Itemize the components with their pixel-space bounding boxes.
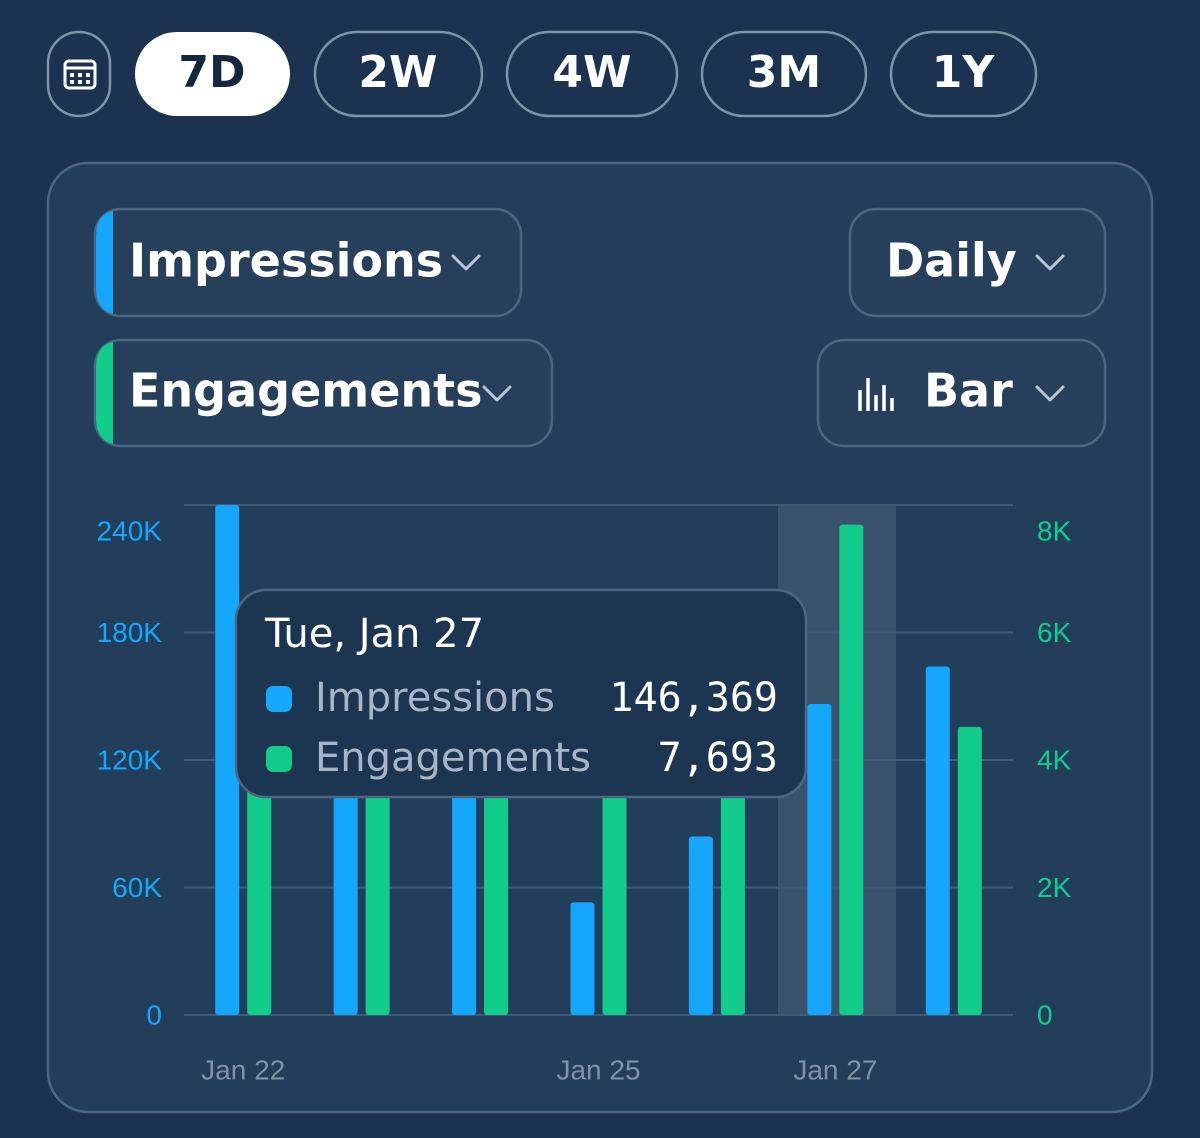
tooltip-value: 7,693 xyxy=(658,735,778,781)
x-tick-label: Jan 27 xyxy=(793,1054,877,1085)
tooltip-bg xyxy=(234,588,808,799)
tab-bg xyxy=(313,30,484,118)
y-tick-label: 180K xyxy=(97,617,163,648)
y-tick-label: 240K xyxy=(97,515,163,546)
tab-label: 1Y xyxy=(932,47,996,98)
tooltip-series: Impressions xyxy=(315,675,555,721)
calendar-icon xyxy=(63,59,97,90)
y2-tick-label: 0 xyxy=(1037,999,1053,1030)
tooltip-title: Tue, Jan 27 xyxy=(264,611,484,657)
y-tick-label: 60K xyxy=(112,872,162,903)
chevron xyxy=(482,385,512,402)
tooltip-series: Engagements xyxy=(315,735,591,781)
y2-tick-label: 4K xyxy=(1037,744,1072,775)
metric-dropdown[interactable]: Impressions xyxy=(93,207,523,318)
dropdown-bg xyxy=(816,338,1107,448)
tooltip-value: 146,369 xyxy=(609,675,778,721)
y-tick-label: 0 xyxy=(146,999,162,1030)
bar xyxy=(720,791,745,1015)
series-accent xyxy=(96,342,113,444)
tab-bg xyxy=(889,30,1038,118)
dropdown-bg xyxy=(93,338,554,448)
bar xyxy=(484,782,509,1015)
style-dropdown[interactable]: Bar xyxy=(816,338,1107,448)
tab[interactable]: 7D xyxy=(135,32,290,116)
tooltip: Tue, Jan 27 Impressions 146,369 Engageme… xyxy=(234,588,808,799)
tab[interactable]: 1Y xyxy=(889,30,1038,118)
tab-bg xyxy=(505,30,679,118)
bar xyxy=(215,505,240,1015)
chevron xyxy=(451,254,481,271)
bar-icon xyxy=(858,378,894,411)
y2-tick-label: 6K xyxy=(1037,617,1072,648)
tab-label: 2W xyxy=(358,47,437,98)
calendar-button[interactable] xyxy=(46,30,112,118)
calendar-dots xyxy=(70,73,90,84)
tab-label: 7D xyxy=(178,47,245,98)
tab-label: 4W xyxy=(552,47,631,98)
tooltip-swatch xyxy=(266,746,292,772)
bar xyxy=(957,726,982,1015)
tab-bg xyxy=(700,30,868,118)
bar xyxy=(247,785,272,1015)
bar xyxy=(688,836,713,1015)
dropdown-label: Bar xyxy=(924,364,1013,418)
dropdown-label: Daily xyxy=(886,234,1017,288)
bar xyxy=(570,902,595,1015)
chevron xyxy=(1035,385,1065,402)
calendar-outline xyxy=(46,30,112,118)
bar xyxy=(602,779,627,1015)
tab[interactable]: 2W xyxy=(313,30,484,118)
dropdown-bg xyxy=(93,207,523,318)
chevron xyxy=(1035,254,1065,271)
tab[interactable]: 4W xyxy=(505,30,679,118)
dropdown-bg xyxy=(848,207,1107,318)
dropdown-label: Impressions xyxy=(129,234,443,288)
tooltip-swatch xyxy=(266,686,292,712)
y2-tick-label: 8K xyxy=(1037,515,1072,546)
series-accent xyxy=(96,211,113,314)
y-tick-label: 120K xyxy=(97,744,163,775)
tab[interactable]: 3M xyxy=(700,30,868,118)
bar xyxy=(452,785,477,1015)
bar xyxy=(365,772,390,1015)
tab-label: 3M xyxy=(747,47,821,98)
bar xyxy=(807,703,832,1015)
dropdown-label: Engagements xyxy=(129,364,483,418)
tab-bg xyxy=(135,32,290,116)
x-tick-label: Jan 25 xyxy=(556,1054,640,1085)
metric-dropdown[interactable]: Engagements xyxy=(93,338,554,448)
bar xyxy=(839,524,864,1015)
y2-tick-label: 2K xyxy=(1037,872,1072,903)
x-tick-label: Jan 22 xyxy=(201,1054,285,1085)
bar xyxy=(925,666,950,1015)
bar xyxy=(333,770,358,1015)
plot: 0 60K 120K 180K 240K 0 2K 4K 6K 8K Jan 22 Jan 25 Jan… xyxy=(97,504,1072,1085)
interval-dropdown[interactable]: Daily xyxy=(848,207,1107,318)
